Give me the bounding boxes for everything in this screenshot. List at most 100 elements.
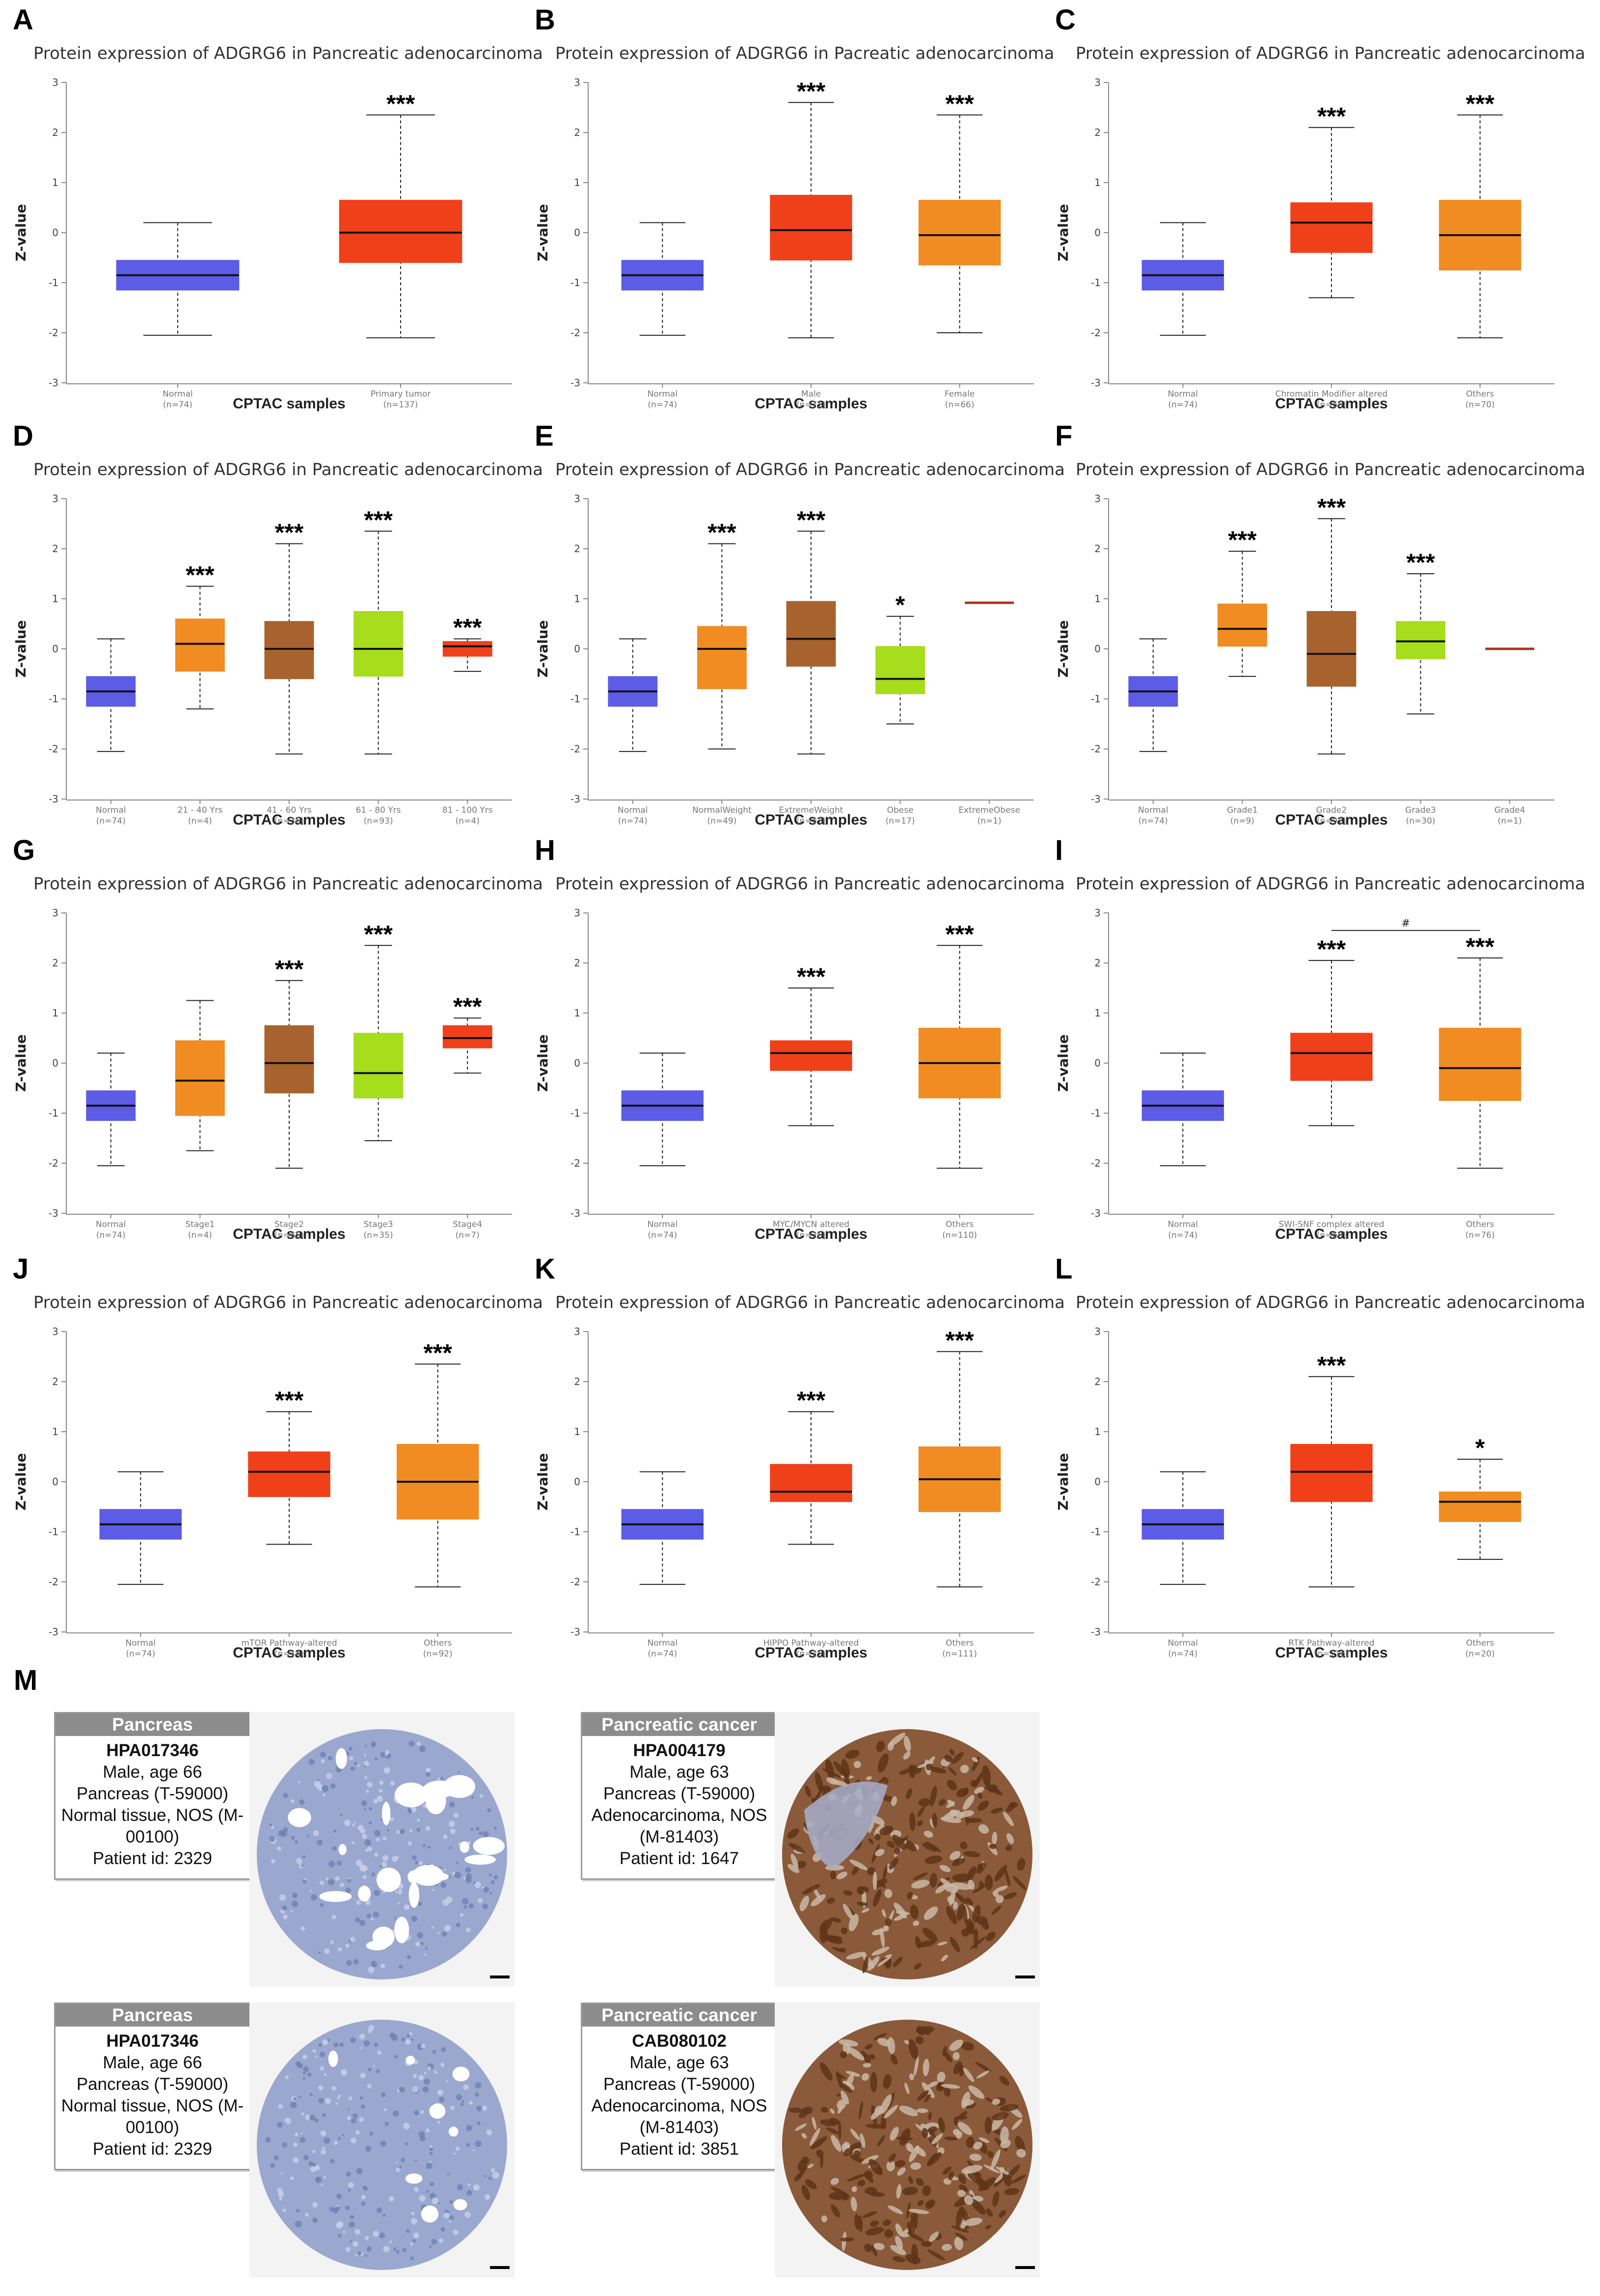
stain-spot — [872, 1871, 877, 1890]
stain-spot — [825, 1759, 835, 1780]
stain-spot — [401, 2158, 406, 2163]
ihc-card-line: Pancreas (T-59000) — [76, 2075, 229, 2094]
stain-spot — [911, 1880, 930, 1889]
stain-spot — [361, 2201, 366, 2206]
stain-spot — [917, 2200, 924, 2206]
stain-spot — [811, 2136, 827, 2149]
y-tick-label: 0 — [574, 643, 580, 655]
stain-spot — [899, 2128, 911, 2146]
stain-spot — [450, 1828, 456, 1834]
stain-spot — [284, 2117, 291, 2125]
stain-spot — [953, 2129, 960, 2136]
stain-spot — [1016, 2149, 1026, 2158]
y-tick-label: -1 — [49, 277, 58, 289]
category-label: Primary tumor — [371, 389, 431, 399]
stain-spot — [985, 2097, 993, 2102]
stain-spot — [349, 2221, 355, 2228]
stain-spot — [330, 2159, 335, 2163]
stain-spot — [794, 2172, 803, 2182]
stain-spot — [298, 2095, 301, 2098]
y-axis-label: Z-value — [13, 1453, 29, 1510]
stain-spot — [483, 1887, 489, 1893]
stain-spot — [431, 2239, 437, 2245]
tissue-gap — [405, 2173, 423, 2184]
stain-spot — [450, 2106, 455, 2110]
stain-spot — [837, 1871, 847, 1879]
stain-spot — [873, 2032, 887, 2041]
chart-title: Protein expression of ADGRG6 in Pancreat… — [1076, 44, 1585, 63]
stain-spot — [960, 2207, 970, 2224]
stain-spot — [359, 1920, 366, 1926]
stain-spot — [923, 1906, 938, 1920]
stain-spot — [826, 2127, 840, 2135]
stain-spot — [790, 1853, 799, 1869]
stain-spot — [992, 2098, 1001, 2105]
stain-spot — [397, 1902, 400, 1905]
stain-spot — [984, 2116, 992, 2135]
category-count: (n=70) — [1465, 400, 1495, 410]
y-tick-label: 3 — [52, 77, 58, 88]
stain-spot — [380, 2140, 386, 2147]
y-tick-label: 0 — [574, 1057, 580, 1069]
stain-spot — [430, 2152, 433, 2155]
stain-spot — [906, 2202, 911, 2219]
stain-spot — [487, 1808, 491, 1813]
stain-spot — [884, 1889, 893, 1898]
stain-spot — [453, 1813, 459, 1818]
y-tick-label: -2 — [1091, 1576, 1101, 1588]
tissue-gap — [429, 2103, 446, 2119]
stain-spot — [955, 1812, 964, 1819]
stain-spot — [449, 2215, 454, 2220]
stain-spot — [839, 2039, 859, 2047]
y-tick-label: 2 — [52, 127, 58, 138]
stain-spot — [365, 1789, 369, 1793]
y-tick-label: -2 — [1091, 327, 1101, 339]
box — [1217, 603, 1267, 647]
stain-spot — [1011, 2174, 1027, 2184]
stain-spot — [961, 2091, 971, 2109]
category-label: mTOR Pathway-altered — [241, 1638, 337, 1648]
stain-spot — [841, 1759, 850, 1779]
stain-spot — [371, 1741, 377, 1747]
stain-spot — [927, 2249, 946, 2261]
stain-spot — [957, 2189, 966, 2197]
stain-spot — [414, 2110, 419, 2116]
stain-spot — [389, 2241, 392, 2243]
stain-spot — [382, 1891, 385, 1894]
box — [918, 200, 1001, 266]
stain-spot — [322, 1785, 329, 1792]
ihc-card-line: Male, age 66 — [103, 1762, 202, 1782]
stain-spot — [787, 1864, 800, 1873]
significance-label: *** — [797, 1387, 826, 1414]
stain-spot — [320, 2130, 326, 2136]
y-axis-label: Z-value — [1055, 1453, 1071, 1510]
y-axis-label: Z-value — [535, 204, 551, 261]
stain-spot — [443, 1869, 446, 1871]
stain-spot — [991, 2149, 1001, 2170]
stain-spot — [335, 2102, 339, 2105]
stain-spot — [381, 2092, 386, 2097]
stain-spot — [908, 2176, 913, 2184]
category-count: (n=4) — [188, 1230, 212, 1240]
stain-spot — [799, 1896, 810, 1912]
stain-spot — [331, 2086, 336, 2091]
category-label: Grade1 — [1227, 805, 1258, 815]
category-count: (n=35) — [364, 1230, 393, 1240]
stain-spot — [885, 1918, 892, 1926]
stain-spot — [312, 2150, 316, 2153]
x-axis-label: CPTAC samples — [1275, 812, 1388, 828]
stain-spot — [368, 1807, 372, 1811]
y-tick-label: 3 — [1094, 77, 1101, 88]
stain-spot — [858, 2101, 863, 2120]
stain-spot — [877, 2135, 885, 2147]
stain-spot — [492, 2171, 499, 2179]
stain-spot — [404, 1904, 410, 1910]
stain-spot — [351, 2137, 356, 2143]
stain-spot — [293, 2157, 299, 2163]
panel-letter: A — [13, 4, 33, 36]
stain-spot — [922, 1927, 938, 1942]
stain-spot — [320, 1752, 326, 1758]
stain-spot — [941, 2084, 960, 2089]
